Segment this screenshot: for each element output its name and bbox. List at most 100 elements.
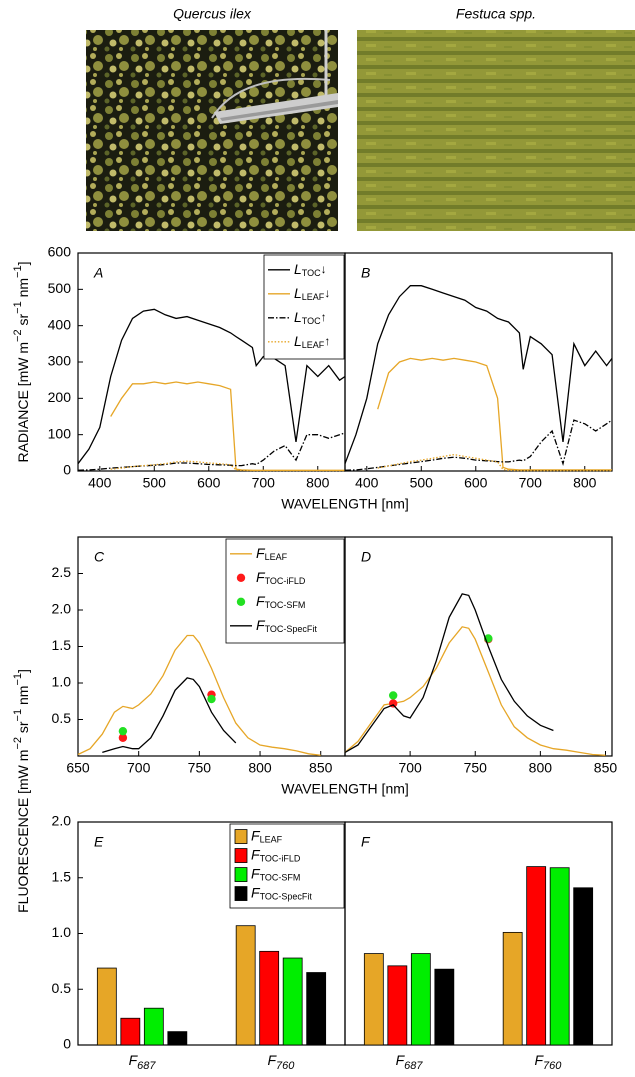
x-tick-label: 650 — [66, 760, 90, 776]
x-axis-label: WAVELENGTH [nm] — [281, 781, 409, 797]
text-part: F — [251, 865, 261, 881]
data-line — [110, 460, 345, 472]
text-part: ↑ — [324, 334, 330, 348]
legend-label: FLEAF — [251, 827, 283, 845]
y-tick-label: 400 — [48, 316, 72, 332]
legend-box — [263, 254, 345, 360]
bar — [143, 1007, 164, 1046]
text-part: 687 — [137, 1060, 156, 1072]
text-part: F — [251, 884, 261, 900]
text-part: 760 — [276, 1060, 295, 1072]
text-part: LEAF — [302, 340, 325, 350]
text-part: 760 — [543, 1060, 562, 1072]
text-part: F — [534, 1052, 544, 1068]
legend-label: FTOC-SpecFit — [251, 884, 312, 902]
y-tick-label: 1.5 — [52, 868, 72, 884]
x-tick-label: 850 — [309, 760, 333, 776]
bar — [434, 968, 455, 1046]
text-part: TOC-SFM — [265, 600, 306, 610]
y-tick-label: 100 — [48, 425, 72, 441]
panel-label: C — [94, 549, 105, 565]
text-part: F — [267, 1052, 277, 1068]
text-part: L — [294, 285, 302, 301]
text-part: ] — [15, 262, 31, 266]
legend-label: FTOC-SFM — [256, 593, 305, 611]
text-part: −1 — [12, 301, 24, 314]
panel-label: E — [94, 834, 104, 850]
y-tick-label: 1.5 — [52, 637, 72, 653]
x-tick-label: 700 — [398, 760, 422, 776]
photo-festuca — [357, 30, 635, 231]
text-part: ↓ — [321, 262, 327, 276]
text-part: FLUORESCENCE [mW m — [15, 750, 31, 913]
x-tick-label: F687 — [129, 1052, 157, 1072]
text-part: sr — [15, 314, 31, 330]
text-part: −1 — [12, 673, 24, 686]
text-part: F — [256, 593, 266, 609]
data-line — [377, 453, 612, 472]
data-line — [110, 381, 345, 471]
plot-frame — [344, 252, 613, 472]
bar — [282, 957, 303, 1046]
x-tick-label: 400 — [88, 475, 112, 491]
bar — [573, 887, 594, 1046]
text-part: L — [294, 333, 302, 349]
text-part: −1 — [12, 265, 24, 278]
x-tick-label: 500 — [410, 475, 434, 491]
text-part: L — [294, 261, 302, 277]
y-tick-label: 0 — [63, 462, 71, 478]
text-part: L — [294, 309, 302, 325]
bar — [306, 972, 327, 1046]
plot-frame — [344, 821, 613, 1046]
plot-frame — [344, 536, 613, 757]
y-tick-label: 0.5 — [52, 710, 72, 726]
y-tick-label: 2.0 — [52, 601, 72, 617]
x-tick-label: 750 — [188, 760, 212, 776]
x-tick-label: 850 — [594, 760, 618, 776]
legend-swatch — [234, 886, 248, 901]
text-part: F — [129, 1052, 139, 1068]
bar — [167, 1031, 188, 1046]
text-part: F — [256, 569, 266, 585]
x-tick-label: 800 — [306, 475, 330, 491]
legend-label: FTOC-SFM — [251, 865, 300, 883]
data-line — [77, 634, 321, 756]
text-part: F — [396, 1052, 406, 1068]
panel-label: B — [361, 265, 370, 281]
photo-quercus — [86, 30, 338, 231]
text-part: sr — [15, 721, 31, 737]
bar — [387, 965, 408, 1046]
y-tick-label: 2.5 — [52, 564, 72, 580]
data-line — [377, 357, 612, 471]
legend-swatch — [234, 829, 248, 844]
data-point — [207, 694, 216, 704]
y-tick-label: 200 — [48, 389, 72, 405]
text-part: TOC-iFLD — [265, 576, 306, 586]
text-part: nm — [15, 686, 31, 709]
text-part: −1 — [12, 709, 24, 722]
text-part: 687 — [404, 1060, 423, 1072]
legend-label: LTOC↑ — [294, 309, 327, 327]
y-tick-label: 500 — [48, 280, 72, 296]
legend-swatch — [236, 573, 246, 582]
text-part: ↑ — [321, 310, 327, 324]
text-part: ↓ — [324, 286, 330, 300]
data-line — [344, 419, 613, 471]
data-line — [102, 677, 237, 754]
x-tick-label: 750 — [464, 760, 488, 776]
text-part: F — [256, 617, 266, 633]
data-line — [344, 285, 613, 464]
x-axis-label: WAVELENGTH [nm] — [281, 496, 409, 512]
text-part: RADIANCE [mW m — [15, 342, 31, 463]
data-line — [77, 432, 346, 471]
text-part: −2 — [12, 737, 24, 750]
text-part: TOC — [302, 268, 321, 278]
bar — [259, 950, 280, 1046]
text-part: TOC — [302, 316, 321, 326]
photo-title: Festuca spp. — [456, 6, 536, 22]
x-tick-label: F687 — [396, 1052, 424, 1072]
x-tick-label: 800 — [573, 475, 597, 491]
text-part: TOC-SFM — [260, 873, 301, 883]
